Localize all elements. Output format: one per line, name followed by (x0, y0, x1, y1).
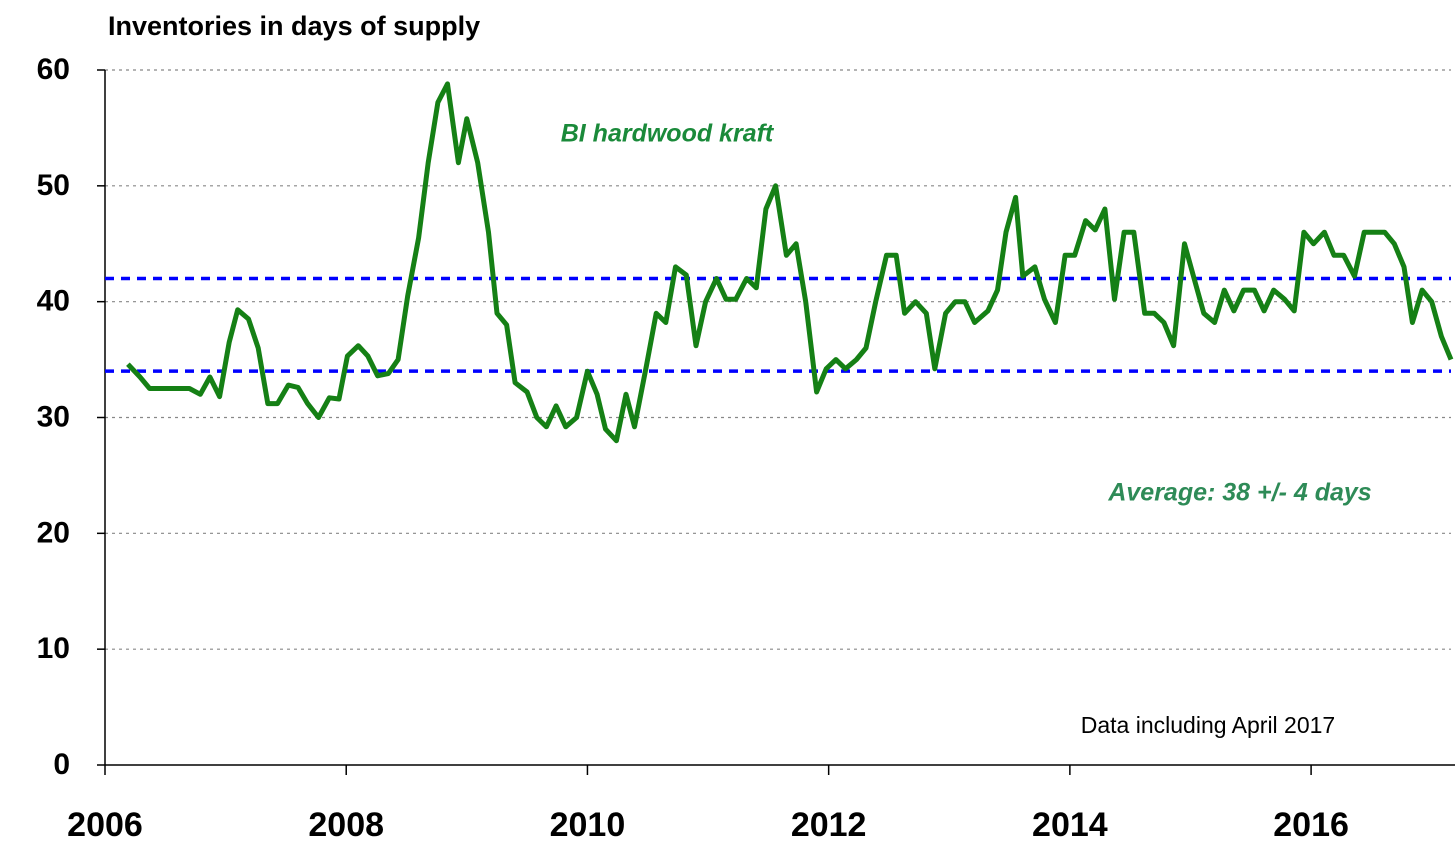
y-tick-label: 0 (53, 748, 70, 781)
y-tick-label: 40 (37, 285, 70, 318)
x-tick-label: 2016 (1273, 806, 1349, 844)
annotation: Average: 38 +/- 4 days (1107, 479, 1371, 507)
annotation: BI hardwood kraft (561, 120, 775, 148)
data-line (126, 81, 1454, 444)
y-tick-label: 60 (37, 53, 70, 86)
x-tick-label: 2006 (67, 806, 143, 844)
x-tick-label: 2012 (791, 806, 867, 844)
annotation: Data including April 2017 (1081, 712, 1335, 738)
y-tick-label: 30 (37, 400, 70, 433)
y-tick-label: 10 (37, 632, 70, 665)
x-tick-label: 2010 (550, 806, 626, 844)
x-tick-label: 2014 (1032, 806, 1108, 844)
y-tick-label: 20 (37, 516, 70, 549)
chart-title: Inventories in days of supply (108, 11, 480, 41)
y-tick-label: 50 (37, 169, 70, 202)
x-tick-label: 2008 (308, 806, 384, 844)
